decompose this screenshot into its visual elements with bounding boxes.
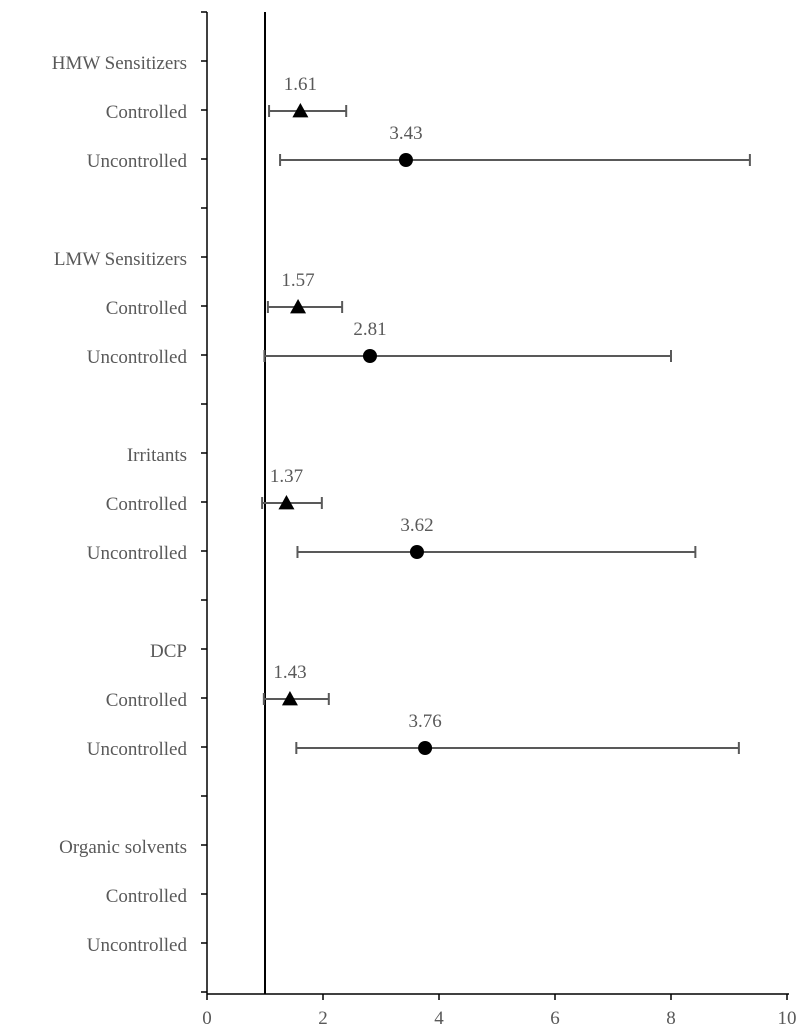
category-label: Controlled xyxy=(106,690,188,711)
triangle-marker xyxy=(281,691,298,706)
data-label: 1.43 xyxy=(273,662,306,683)
x-tick-label: 6 xyxy=(550,1008,560,1029)
data-label: 3.43 xyxy=(389,123,422,144)
data-label: 1.61 xyxy=(284,74,317,95)
x-tick-label: 0 xyxy=(202,1008,212,1029)
category-labels: HMW Sensitizers Controlled Uncontrolled LMW… xyxy=(52,53,188,956)
x-axis: 0 2 4 6 8 10 xyxy=(202,993,797,1029)
category-label: Controlled xyxy=(106,494,188,515)
category-label: Controlled xyxy=(106,102,188,123)
category-label: HMW Sensitizers xyxy=(52,53,187,74)
category-label: Uncontrolled xyxy=(87,935,188,956)
x-tick-label: 10 xyxy=(778,1008,797,1029)
data-label: 1.37 xyxy=(270,466,303,487)
data-labels: 1.61 3.43 1.57 2.81 1.37 3.62 1.43 3.76 xyxy=(270,74,442,732)
category-label: LMW Sensitizers xyxy=(54,249,187,270)
triangle-marker xyxy=(290,299,307,314)
category-label: Uncontrolled xyxy=(87,543,188,564)
category-label: Organic solvents xyxy=(59,837,187,858)
circle-marker xyxy=(362,349,377,363)
y-axis xyxy=(201,11,208,994)
category-label: Controlled xyxy=(106,298,188,319)
circle-marker xyxy=(398,153,413,167)
category-label: Uncontrolled xyxy=(87,347,188,368)
triangle-marker xyxy=(278,495,295,510)
data-markers xyxy=(278,103,433,755)
error-bars xyxy=(261,105,751,754)
triangle-marker xyxy=(292,103,309,118)
category-label: Uncontrolled xyxy=(87,151,188,172)
category-label: Controlled xyxy=(106,886,188,907)
category-label: Uncontrolled xyxy=(87,739,188,760)
circle-marker xyxy=(418,741,433,755)
x-tick-label: 4 xyxy=(434,1008,444,1029)
data-label: 2.81 xyxy=(353,319,386,340)
data-label: 3.76 xyxy=(408,711,441,732)
data-label: 3.62 xyxy=(400,515,433,536)
x-tick-label: 8 xyxy=(666,1008,676,1029)
category-label: Irritants xyxy=(127,445,187,466)
category-label: DCP xyxy=(150,641,187,662)
data-label: 1.57 xyxy=(281,270,314,291)
circle-marker xyxy=(409,545,424,559)
x-tick-label: 2 xyxy=(318,1008,328,1029)
